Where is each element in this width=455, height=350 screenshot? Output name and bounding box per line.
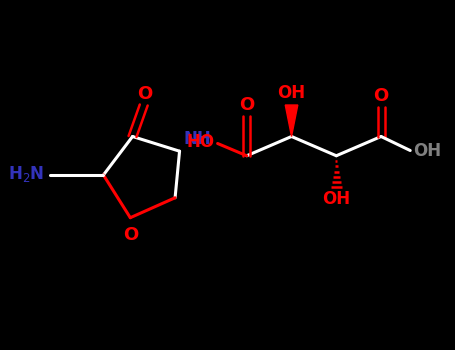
Polygon shape [285, 105, 298, 136]
Text: H$_2$N: H$_2$N [8, 164, 44, 184]
Text: OH: OH [278, 84, 306, 102]
Text: HO: HO [187, 133, 214, 152]
Text: NH: NH [183, 131, 211, 148]
Text: O: O [374, 87, 389, 105]
Text: OH: OH [322, 190, 350, 208]
Text: OH: OH [413, 141, 441, 160]
Text: O: O [123, 226, 138, 244]
Text: O: O [239, 96, 254, 114]
Text: O: O [137, 85, 152, 103]
